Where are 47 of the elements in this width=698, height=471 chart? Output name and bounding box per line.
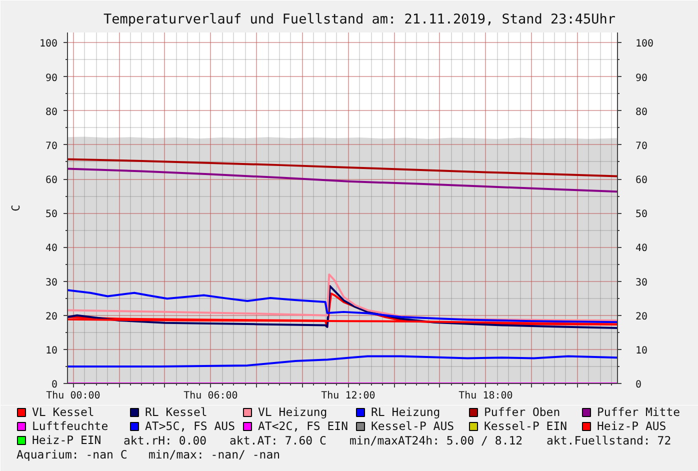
y-tick-label: 60 (45, 175, 58, 186)
text: akt.AT: 7.60 C (230, 434, 327, 448)
legend-label: AT<2C, FS EIN (258, 419, 350, 433)
legend-label: Puffer Oben (484, 405, 562, 419)
x-tick-label: Thu 18:00 (458, 390, 513, 402)
text: min/max: -nan/ -nan (148, 448, 280, 462)
y2-tick-label: 100 (636, 38, 654, 50)
y2-tick-label: 30 (636, 277, 648, 288)
y2-tick-label: 50 (636, 209, 648, 220)
legend-label: RL Heizung (371, 405, 442, 419)
y2-tick-label: 10 (636, 345, 648, 356)
legend-label: Heiz-P EIN (32, 433, 102, 447)
legend-label: Heiz-P AUS (597, 419, 668, 433)
y-tick-label: 90 (45, 72, 58, 84)
legend-label: AT>5C, FS AUS (145, 419, 236, 433)
text: min/maxAT24h: 5.00 / 8.12 (350, 434, 523, 448)
y2-tick-label: 40 (636, 243, 648, 254)
legend-label: Kessel-P AUS (371, 419, 456, 433)
text: akt.rH: 0.00 (124, 434, 207, 448)
x-tick-label: Thu 06:00 (184, 390, 238, 402)
x-tick-label: Thu 00:00 (46, 390, 100, 402)
chart-title: Temperaturverlauf und Fuellstand am: 21.11.2019, Stand 23:45Uhr (104, 12, 616, 28)
y-tick-label: 100 (39, 38, 58, 50)
text: akt.Fuellstand: 72 (546, 434, 672, 448)
y-tick-label: 70 (45, 140, 58, 152)
y2-tick-label: 60 (636, 175, 648, 186)
legend-label: VL Heizung (258, 405, 328, 419)
x-tick-label: Thu 12:00 (321, 390, 376, 402)
legend-label: Luftfeuchte (32, 419, 110, 433)
legend-label: Kessel-P EIN (484, 419, 568, 433)
y-tick-label: 80 (45, 106, 58, 118)
y-tick-label: 40 (45, 243, 58, 254)
legend-label: Puffer Mitte (597, 405, 682, 419)
y-axis-title: C (9, 204, 22, 212)
y2-tick-label: 0 (636, 380, 642, 390)
y2-tick-label: 80 (636, 106, 648, 118)
y2-tick-label: 90 (636, 72, 648, 84)
text: Aquarium: -nan C (16, 448, 128, 462)
y2-tick-label: 70 (636, 140, 648, 152)
y-tick-label: 20 (45, 311, 58, 322)
y-tick-label: 0 (51, 380, 58, 390)
legend-label: RL Kessel (145, 405, 208, 419)
legend-label: VL Kessel (32, 405, 96, 419)
y-tick-label: 10 (45, 345, 58, 356)
y-tick-label: 50 (45, 209, 58, 220)
y2-tick-label: 20 (636, 311, 648, 322)
y-tick-label: 30 (45, 277, 58, 288)
